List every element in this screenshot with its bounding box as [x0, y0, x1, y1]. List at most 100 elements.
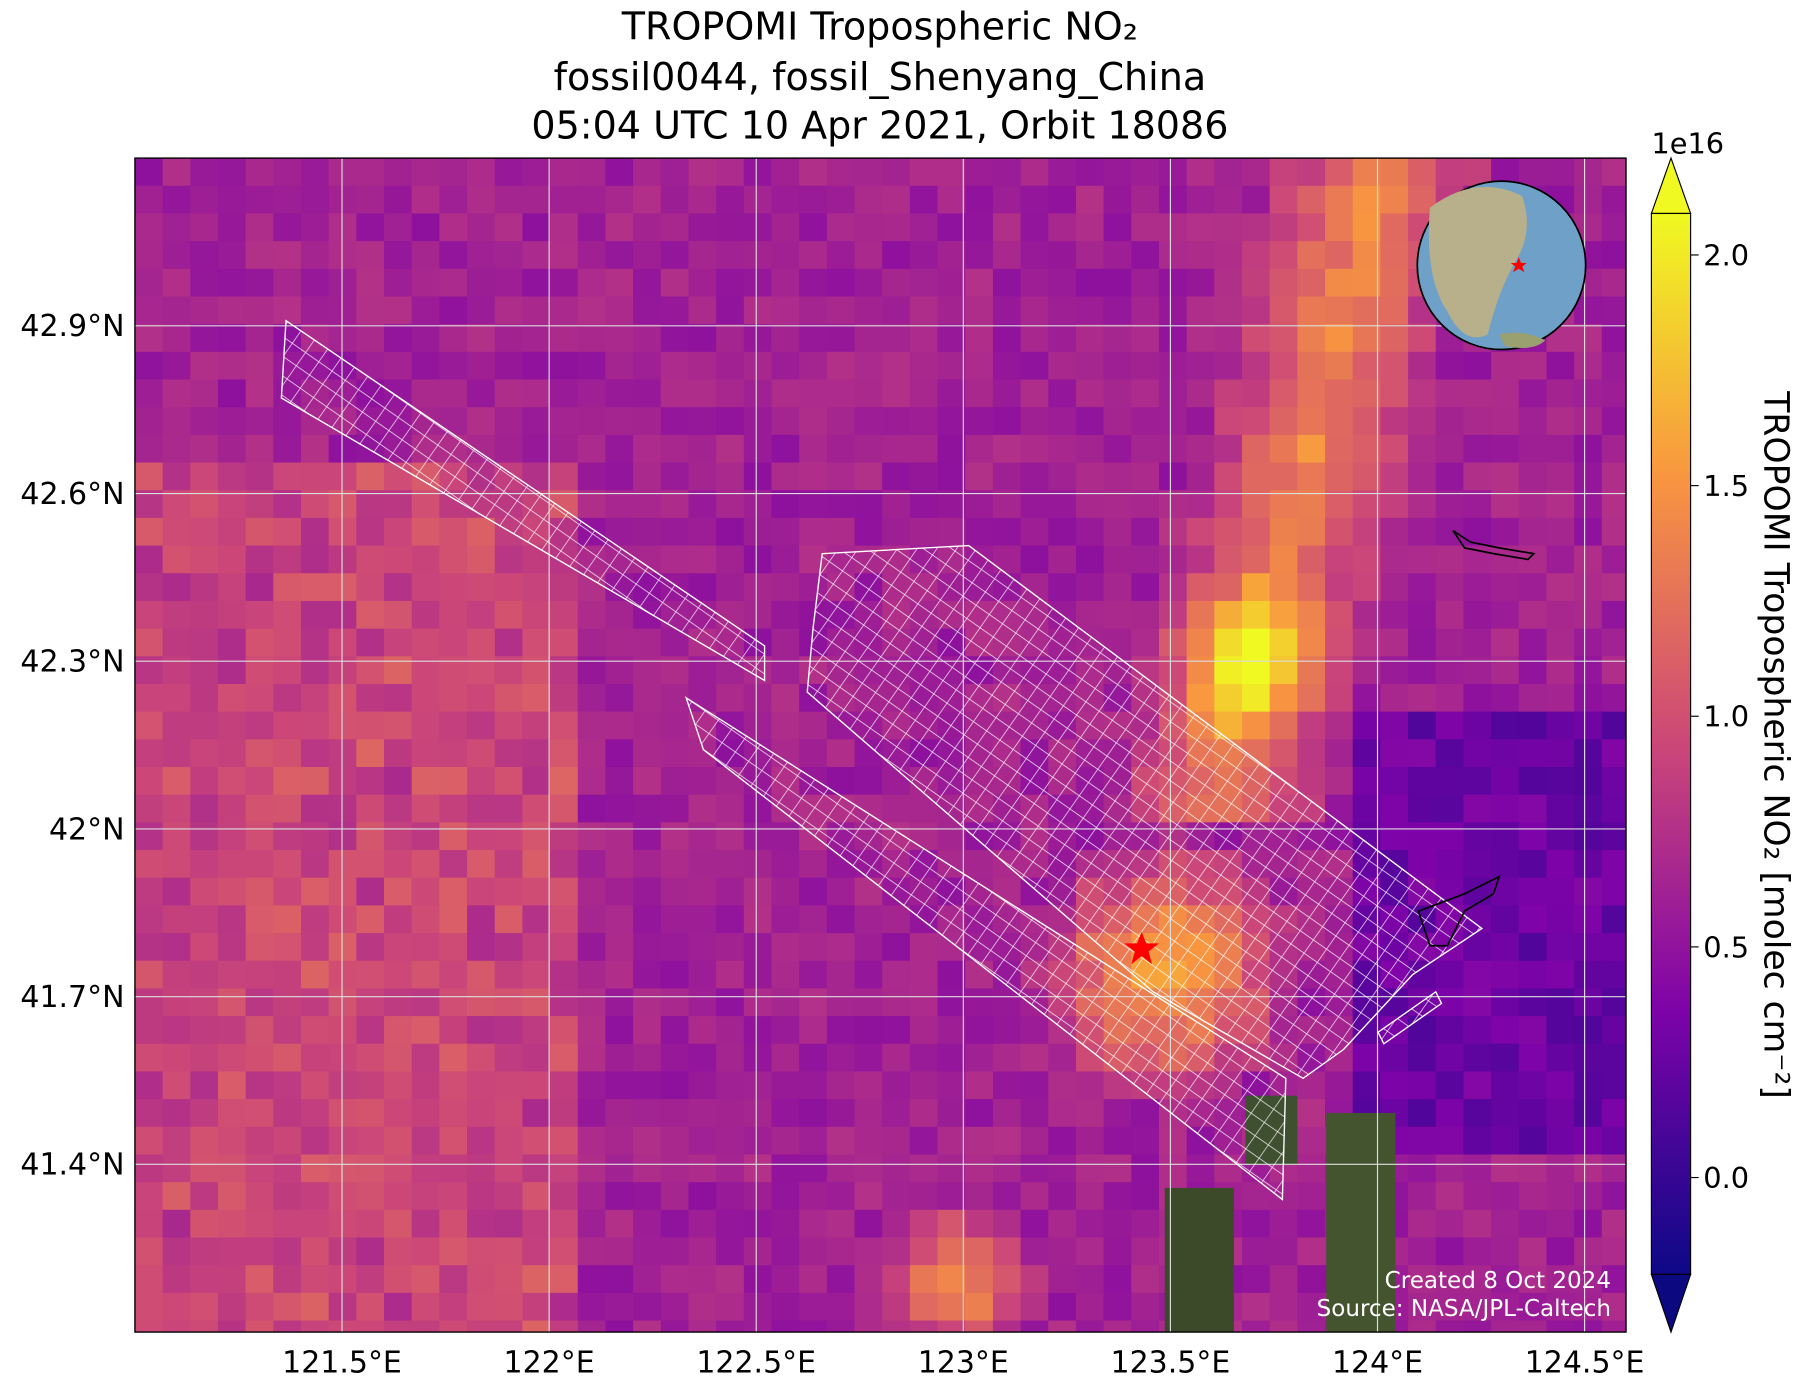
heatmap-cell	[1020, 268, 1050, 298]
heatmap-cell	[411, 158, 441, 187]
heatmap-cell	[633, 490, 662, 520]
heatmap-cell	[1020, 545, 1050, 575]
heatmap-cell	[162, 739, 192, 769]
heatmap-cell	[1435, 628, 1465, 658]
heatmap-cell	[467, 1320, 496, 1333]
heatmap-cell	[1048, 351, 1078, 381]
heatmap-cell	[688, 1154, 718, 1184]
heatmap-cell	[882, 794, 912, 824]
heatmap-cell	[1518, 351, 1548, 381]
heatmap-cell	[854, 324, 884, 353]
heatmap-cell	[439, 877, 469, 907]
heatmap-cell	[134, 185, 164, 215]
heatmap-cell	[605, 407, 635, 437]
heatmap-cell	[494, 628, 524, 658]
heatmap-cell	[743, 324, 773, 353]
heatmap-cell	[162, 407, 192, 437]
heatmap-cell	[826, 434, 856, 464]
heatmap-cell	[411, 656, 441, 686]
heatmap-cell	[494, 241, 524, 270]
heatmap-cell	[1435, 1154, 1465, 1184]
heatmap-cell	[605, 1099, 635, 1128]
heatmap-cell	[328, 1154, 358, 1184]
heatmap-cell	[1435, 600, 1465, 630]
heatmap-cell	[854, 1320, 884, 1333]
heatmap-cell	[854, 905, 884, 935]
heatmap-cell	[522, 877, 552, 907]
heatmap-cell	[716, 462, 745, 492]
heatmap-cell	[605, 1154, 635, 1184]
heatmap-cell	[522, 766, 552, 796]
title-line: 05:04 UTC 10 Apr 2021, Orbit 18086	[531, 103, 1228, 147]
heatmap-cell	[1574, 960, 1603, 990]
heatmap-cell	[411, 379, 441, 409]
heatmap-cell	[937, 185, 967, 215]
heatmap-cell	[1435, 1126, 1465, 1156]
heatmap-cell	[328, 600, 358, 630]
heatmap-cell	[328, 711, 358, 741]
heatmap-cell	[1574, 434, 1603, 464]
heatmap-cell	[1491, 794, 1520, 824]
heatmap-cell	[384, 517, 413, 547]
heatmap-cell	[411, 1126, 441, 1156]
heatmap-cell	[1435, 434, 1465, 464]
heatmap-cell	[716, 1292, 745, 1322]
heatmap-cell	[162, 905, 192, 935]
heatmap-cell	[356, 1265, 386, 1295]
heatmap-cell	[411, 268, 441, 298]
heatmap-cell	[273, 1265, 303, 1295]
heatmap-cell	[605, 711, 635, 741]
heatmap-cell	[1297, 351, 1327, 381]
heatmap-cell	[550, 711, 579, 741]
heatmap-cell	[328, 988, 358, 1018]
heatmap-cell	[522, 351, 552, 381]
heatmap-cell	[467, 351, 496, 381]
heatmap-cell	[743, 822, 773, 852]
heatmap-cell	[1269, 1292, 1299, 1322]
heatmap-cell	[909, 213, 939, 243]
heatmap-cell	[771, 517, 801, 547]
heatmap-cell	[411, 905, 441, 935]
heatmap-cell	[134, 877, 164, 907]
heatmap-cell	[134, 1126, 164, 1156]
heatmap-cell	[771, 545, 801, 575]
heatmap-cell	[909, 434, 939, 464]
heatmap-cell	[1048, 573, 1078, 603]
heatmap-cell	[1574, 683, 1603, 713]
heatmap-cell	[605, 351, 635, 381]
heatmap-cell	[1435, 1265, 1465, 1295]
heatmap-cell	[1352, 407, 1382, 437]
heatmap-cell	[633, 905, 662, 935]
heatmap-cell	[1546, 1182, 1576, 1211]
heatmap-cell	[190, 766, 220, 796]
heatmap-cell	[1075, 1182, 1105, 1211]
map-frame	[134, 157, 1627, 1333]
heatmap-cell	[771, 1209, 801, 1239]
boundary	[1417, 874, 1501, 947]
heatmap-cell	[577, 379, 607, 409]
heatmap-cell	[217, 324, 247, 353]
heatmap-cell	[384, 490, 413, 520]
heatmap-cell	[660, 379, 690, 409]
heatmap-cell	[909, 933, 939, 962]
heatmap-cell	[190, 600, 220, 630]
heatmap-cell	[190, 213, 220, 243]
heatmap-cell	[1546, 1071, 1576, 1101]
heatmap-cell	[439, 379, 469, 409]
heatmap-cell	[467, 628, 496, 658]
heatmap-cell	[660, 794, 690, 824]
heatmap-cell	[1325, 462, 1354, 492]
heatmap-cell	[522, 573, 552, 603]
heatmap-cell	[799, 379, 829, 409]
heatmap-cell	[162, 1099, 192, 1128]
heatmap-cell	[1491, 1237, 1520, 1267]
heatmap-cell	[134, 407, 164, 437]
heatmap-cell	[1242, 462, 1271, 492]
heatmap-cell	[1491, 960, 1520, 990]
heatmap-cell	[439, 545, 469, 575]
heatmap-cell	[1546, 351, 1576, 381]
heatmap-cell	[1269, 628, 1299, 658]
heatmap-cell	[1242, 1292, 1271, 1322]
heatmap-cell	[660, 324, 690, 353]
heatmap-cell	[1601, 877, 1627, 907]
